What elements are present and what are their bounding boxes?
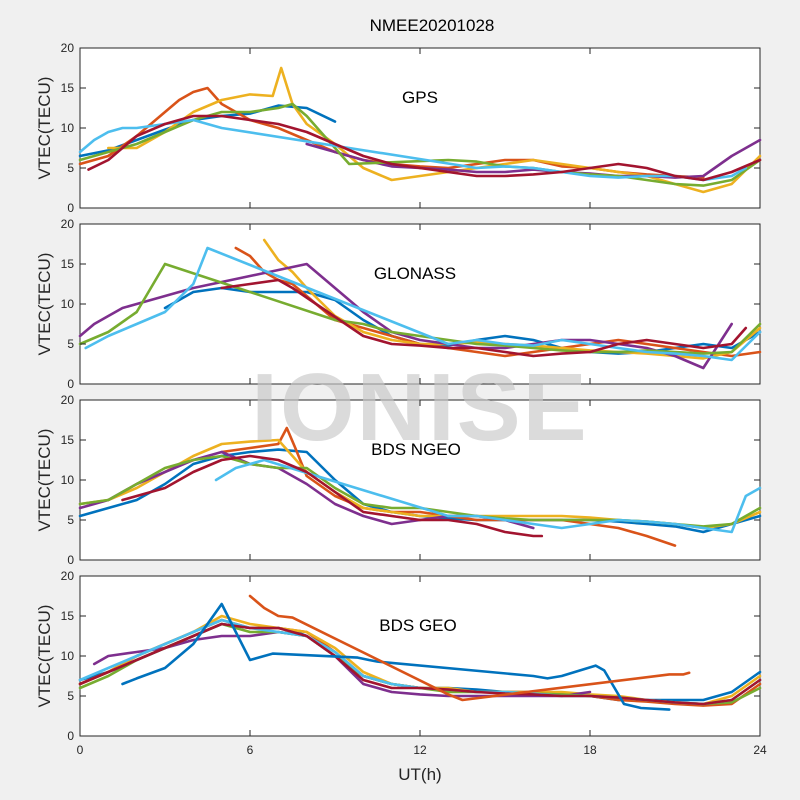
x-tick-label: 12 [413, 743, 427, 757]
panels: 0 5 10 15 20 VTEC(TECU) GPS 0 5 10 15 20 VTEC(TECU) G… [35, 41, 767, 757]
y-tick-label: 20 [61, 217, 75, 231]
y-tick-label: 5 [67, 513, 74, 527]
y-tick-label: 15 [61, 257, 75, 271]
series-line-8 [121, 602, 671, 711]
panel-1: 0 5 10 15 20 VTEC(TECU) GPS [35, 41, 762, 215]
x-tick-label: 6 [247, 743, 254, 757]
y-tick-label: 10 [61, 297, 75, 311]
plot-area [79, 399, 761, 561]
y-tick-label: 20 [61, 393, 75, 407]
y-tick-label: 10 [61, 121, 75, 135]
y-tick-label: 0 [67, 201, 74, 215]
y-tick-label: 5 [67, 161, 74, 175]
series-line-7 [87, 114, 762, 182]
x-axis-label: UT(h) [398, 765, 441, 784]
x-tick-label: 24 [753, 743, 767, 757]
series-line-5 [78, 262, 762, 355]
y-axis-label: VTEC(TECU) [35, 253, 54, 356]
y-axis-label: VTEC(TECU) [35, 77, 54, 180]
panel-2: 0 5 10 15 20 VTEC(TECU) GLONASS [35, 217, 762, 391]
y-axis-label: VTEC(TECU) [35, 605, 54, 708]
series-line-4 [78, 262, 733, 370]
series-line-7 [220, 278, 748, 358]
y-tick-label: 15 [61, 433, 75, 447]
y-tick-label: 20 [61, 41, 75, 55]
series-line-6 [214, 458, 762, 534]
y-tick-label: 15 [61, 81, 75, 95]
y-tick-label: 5 [67, 337, 74, 351]
x-tick-label: 0 [77, 743, 84, 757]
figure-title: NMEE20201028 [370, 16, 495, 35]
series-line-7 [121, 454, 544, 538]
panel-3: 0 5 10 15 20 VTEC(TECU) BDS NGEO [35, 393, 762, 567]
x-tick-label: 18 [583, 743, 597, 757]
y-tick-label: 0 [67, 729, 74, 743]
panel-annotation: BDS NGEO [371, 440, 461, 459]
y-tick-label: 0 [67, 553, 74, 567]
panel-4: 0 6 12 18 24 0 5 10 15 20 VTEC(TECU) BDS GEO [35, 569, 767, 757]
y-tick-label: 10 [61, 649, 75, 663]
y-tick-label: 0 [67, 377, 74, 391]
watermark-text: IONISE [251, 354, 588, 461]
y-axis-label: VTEC(TECU) [35, 429, 54, 532]
series-line-7 [78, 622, 762, 706]
plot-area [79, 575, 761, 737]
plot-area [79, 223, 761, 385]
panel-annotation: GPS [402, 88, 438, 107]
plot-area [79, 47, 761, 209]
series-line-6 [84, 246, 762, 362]
panel-annotation: BDS GEO [379, 616, 456, 635]
y-tick-label: 15 [61, 609, 75, 623]
series-line-9 [248, 594, 691, 702]
y-tick-label: 10 [61, 473, 75, 487]
y-tick-label: 5 [67, 689, 74, 703]
y-tick-label: 20 [61, 569, 75, 583]
panel-annotation: GLONASS [374, 264, 456, 283]
